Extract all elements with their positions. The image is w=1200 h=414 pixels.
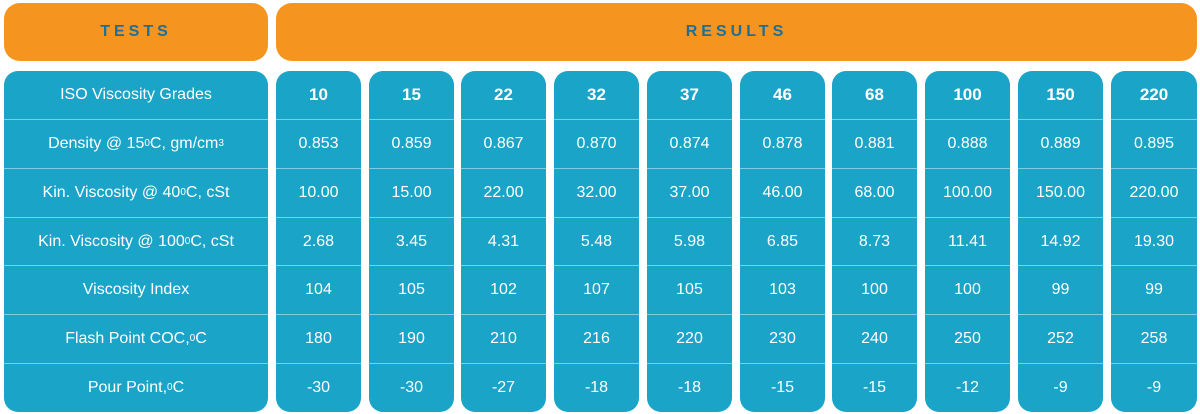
- result-cell: 102: [461, 265, 546, 314]
- results-column-15: 15 0.859 15.00 3.45 105 190 -30: [369, 71, 454, 412]
- results-column-22: 22 0.867 22.00 4.31 102 210 -27: [461, 71, 546, 412]
- result-cell: 100.00: [925, 167, 1010, 217]
- grade-cell: 37: [680, 84, 699, 104]
- results-column-32: 32 0.870 32.00 5.48 107 216 -18: [554, 71, 639, 412]
- result-cell: -15: [832, 363, 917, 412]
- results-header: RESULTS: [276, 3, 1197, 61]
- result-cell: 99: [1018, 265, 1103, 314]
- test-row-label: Kin. Viscosity @ 100 0 C, cSt: [4, 216, 268, 266]
- result-cell: 220.00: [1111, 167, 1197, 217]
- result-cell: 0.881: [832, 118, 917, 168]
- result-cell: 220: [647, 314, 732, 363]
- result-cell: 0.870: [554, 118, 639, 168]
- result-cell: -27: [461, 363, 546, 412]
- result-cell: -12: [925, 363, 1010, 412]
- result-cell: 46.00: [740, 167, 825, 217]
- result-cell: 240: [832, 314, 917, 363]
- tests-column: ISO Viscosity Grades Density @ 15 0 C, gm…: [4, 71, 268, 412]
- result-cell: 258: [1111, 314, 1197, 363]
- result-cell: 0.888: [925, 118, 1010, 168]
- grade-cell: 46: [773, 84, 792, 104]
- grade-cell: 68: [865, 84, 884, 104]
- result-cell: 104: [276, 265, 361, 314]
- test-row-label: Density @ 15 0 C, gm/cm 3: [4, 118, 268, 168]
- result-cell: -9: [1018, 363, 1103, 412]
- test-row-label: Viscosity Index: [4, 265, 268, 314]
- result-cell: 103: [740, 265, 825, 314]
- result-cell: 99: [1111, 265, 1197, 314]
- grade-cell: 100: [953, 84, 982, 104]
- result-cell: 250: [925, 314, 1010, 363]
- result-cell: -18: [647, 363, 732, 412]
- result-cell: -18: [554, 363, 639, 412]
- grade-cell: 150: [1046, 84, 1075, 104]
- results-column-68: 68 0.881 68.00 8.73 100 240 -15: [832, 71, 917, 412]
- result-cell: 0.853: [276, 118, 361, 168]
- result-cell: 32.00: [554, 167, 639, 217]
- result-cell: -30: [276, 363, 361, 412]
- result-cell: 105: [647, 265, 732, 314]
- result-cell: 68.00: [832, 167, 917, 217]
- result-cell: -9: [1111, 363, 1197, 412]
- result-cell: -15: [740, 363, 825, 412]
- tests-header-label: TESTS: [100, 23, 172, 40]
- result-cell: 5.98: [647, 216, 732, 266]
- results-column-46: 46 0.878 46.00 6.85 103 230 -15: [740, 71, 825, 412]
- result-cell: 2.68: [276, 216, 361, 266]
- result-cell: 105: [369, 265, 454, 314]
- results-column-100: 100 0.888 100.00 11.41 100 250 -12: [925, 71, 1010, 412]
- result-cell: 230: [740, 314, 825, 363]
- result-cell: 0.874: [647, 118, 732, 168]
- result-cell: -30: [369, 363, 454, 412]
- results-header-label: RESULTS: [685, 23, 788, 40]
- result-cell: 252: [1018, 314, 1103, 363]
- result-cell: 107: [554, 265, 639, 314]
- result-cell: 0.895: [1111, 118, 1197, 168]
- grade-cell: 32: [587, 84, 606, 104]
- result-cell: 15.00: [369, 167, 454, 217]
- result-cell: 100: [832, 265, 917, 314]
- result-cell: 6.85: [740, 216, 825, 266]
- result-cell: 0.878: [740, 118, 825, 168]
- result-cell: 3.45: [369, 216, 454, 266]
- grade-cell: 220: [1139, 84, 1169, 104]
- result-cell: 19.30: [1111, 216, 1197, 266]
- results-column-150: 150 0.889 150.00 14.92 99 252 -9: [1018, 71, 1103, 412]
- result-cell: 5.48: [554, 216, 639, 266]
- result-cell: 190: [369, 314, 454, 363]
- result-cell: 0.889: [1018, 118, 1103, 168]
- result-cell: 11.41: [925, 216, 1010, 266]
- grade-cell: 22: [494, 84, 513, 104]
- result-cell: 150.00: [1018, 167, 1103, 217]
- result-cell: 0.867: [461, 118, 546, 168]
- result-cell: 216: [554, 314, 639, 363]
- test-row-label: Kin. Viscosity @ 40 0 C, cSt: [4, 167, 268, 217]
- result-cell: 14.92: [1018, 216, 1103, 266]
- result-cell: 180: [276, 314, 361, 363]
- result-cell: 22.00: [461, 167, 546, 217]
- result-cell: 10.00: [276, 167, 361, 217]
- result-cell: 4.31: [461, 216, 546, 266]
- result-cell: 0.859: [369, 118, 454, 168]
- grade-cell: 15: [402, 84, 421, 104]
- result-cell: 37.00: [647, 167, 732, 217]
- results-column-10: 10 0.853 10.00 2.68 104 180 -30: [276, 71, 361, 412]
- results-column-220: 220 0.895 220.00 19.30 99 258 -9: [1111, 71, 1197, 412]
- result-cell: 8.73: [832, 216, 917, 266]
- results-column-37: 37 0.874 37.00 5.98 105 220 -18: [647, 71, 732, 412]
- tests-header: TESTS: [4, 3, 268, 61]
- result-cell: 210: [461, 314, 546, 363]
- test-row-label: ISO Viscosity Grades: [60, 85, 212, 103]
- grade-cell: 10: [309, 84, 328, 104]
- result-cell: 100: [925, 265, 1010, 314]
